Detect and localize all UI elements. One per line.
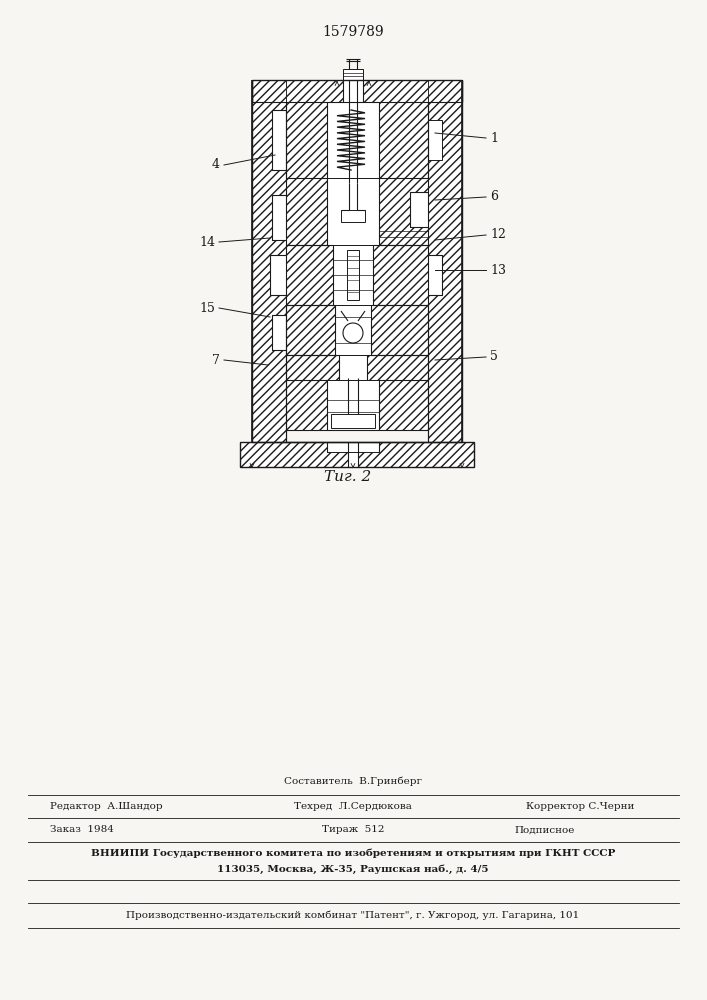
Bar <box>428 80 462 102</box>
Text: Тираж  512: Тираж 512 <box>322 826 384 834</box>
Bar <box>327 102 379 178</box>
Bar <box>373 245 428 305</box>
Bar <box>327 380 379 430</box>
Circle shape <box>343 323 363 343</box>
Bar <box>286 178 327 245</box>
Text: 6: 6 <box>490 190 498 204</box>
Bar <box>379 178 428 245</box>
Bar <box>333 245 373 305</box>
Text: ВНИИПИ Государственного комитета по изобретениям и открытиям при ГКНТ СССР: ВНИИПИ Государственного комитета по изоб… <box>90 848 615 858</box>
Bar <box>428 120 442 160</box>
Text: Заказ  1984: Заказ 1984 <box>50 826 114 834</box>
Text: Τиг. 2: Τиг. 2 <box>325 470 372 484</box>
Text: 1579789: 1579789 <box>322 25 384 39</box>
Bar <box>286 102 327 178</box>
Text: 4: 4 <box>212 158 220 172</box>
Bar <box>272 315 286 350</box>
Bar <box>343 80 363 102</box>
Bar <box>240 442 474 467</box>
Bar <box>428 102 462 442</box>
Text: 113035, Москва, Ж-35, Раушская наб., д. 4/5: 113035, Москва, Ж-35, Раушская наб., д. … <box>217 864 489 874</box>
Bar <box>286 80 343 102</box>
Text: Корректор С.Черни: Корректор С.Черни <box>526 802 634 811</box>
Bar <box>341 210 365 222</box>
Bar <box>343 69 363 80</box>
Bar <box>252 80 286 102</box>
Text: 12: 12 <box>490 229 506 241</box>
Bar <box>272 110 286 170</box>
Bar <box>327 442 379 452</box>
Bar <box>348 442 358 467</box>
Text: 13: 13 <box>490 263 506 276</box>
Text: Производственно-издательский комбинат "Патент", г. Ужгород, ул. Гагарина, 101: Производственно-издательский комбинат "П… <box>127 911 580 920</box>
Text: 15: 15 <box>199 302 215 314</box>
Bar <box>286 380 327 430</box>
Bar <box>410 192 428 227</box>
Text: 14: 14 <box>199 235 215 248</box>
Bar <box>327 178 379 245</box>
Bar <box>252 102 286 442</box>
Bar <box>428 255 442 295</box>
Text: Составитель  В.Гринберг: Составитель В.Гринберг <box>284 776 422 786</box>
Text: 5: 5 <box>490 351 498 363</box>
Bar <box>367 355 428 380</box>
Text: Подписное: Подписное <box>515 826 575 834</box>
Bar <box>379 102 428 178</box>
Bar <box>371 305 428 355</box>
Bar <box>331 414 375 428</box>
Bar <box>286 245 333 305</box>
Bar <box>286 355 339 380</box>
Bar <box>335 305 371 355</box>
Bar <box>272 195 286 240</box>
Bar <box>347 250 359 300</box>
Bar <box>339 355 367 380</box>
Bar <box>286 305 335 355</box>
Text: 7: 7 <box>212 354 220 366</box>
Bar <box>270 255 286 295</box>
Text: Техред  Л.Сердюкова: Техред Л.Сердюкова <box>294 802 412 811</box>
Bar <box>379 380 428 430</box>
Text: Редактор  А.Шандор: Редактор А.Шандор <box>50 802 163 811</box>
Bar <box>363 80 428 102</box>
Text: 1: 1 <box>490 131 498 144</box>
